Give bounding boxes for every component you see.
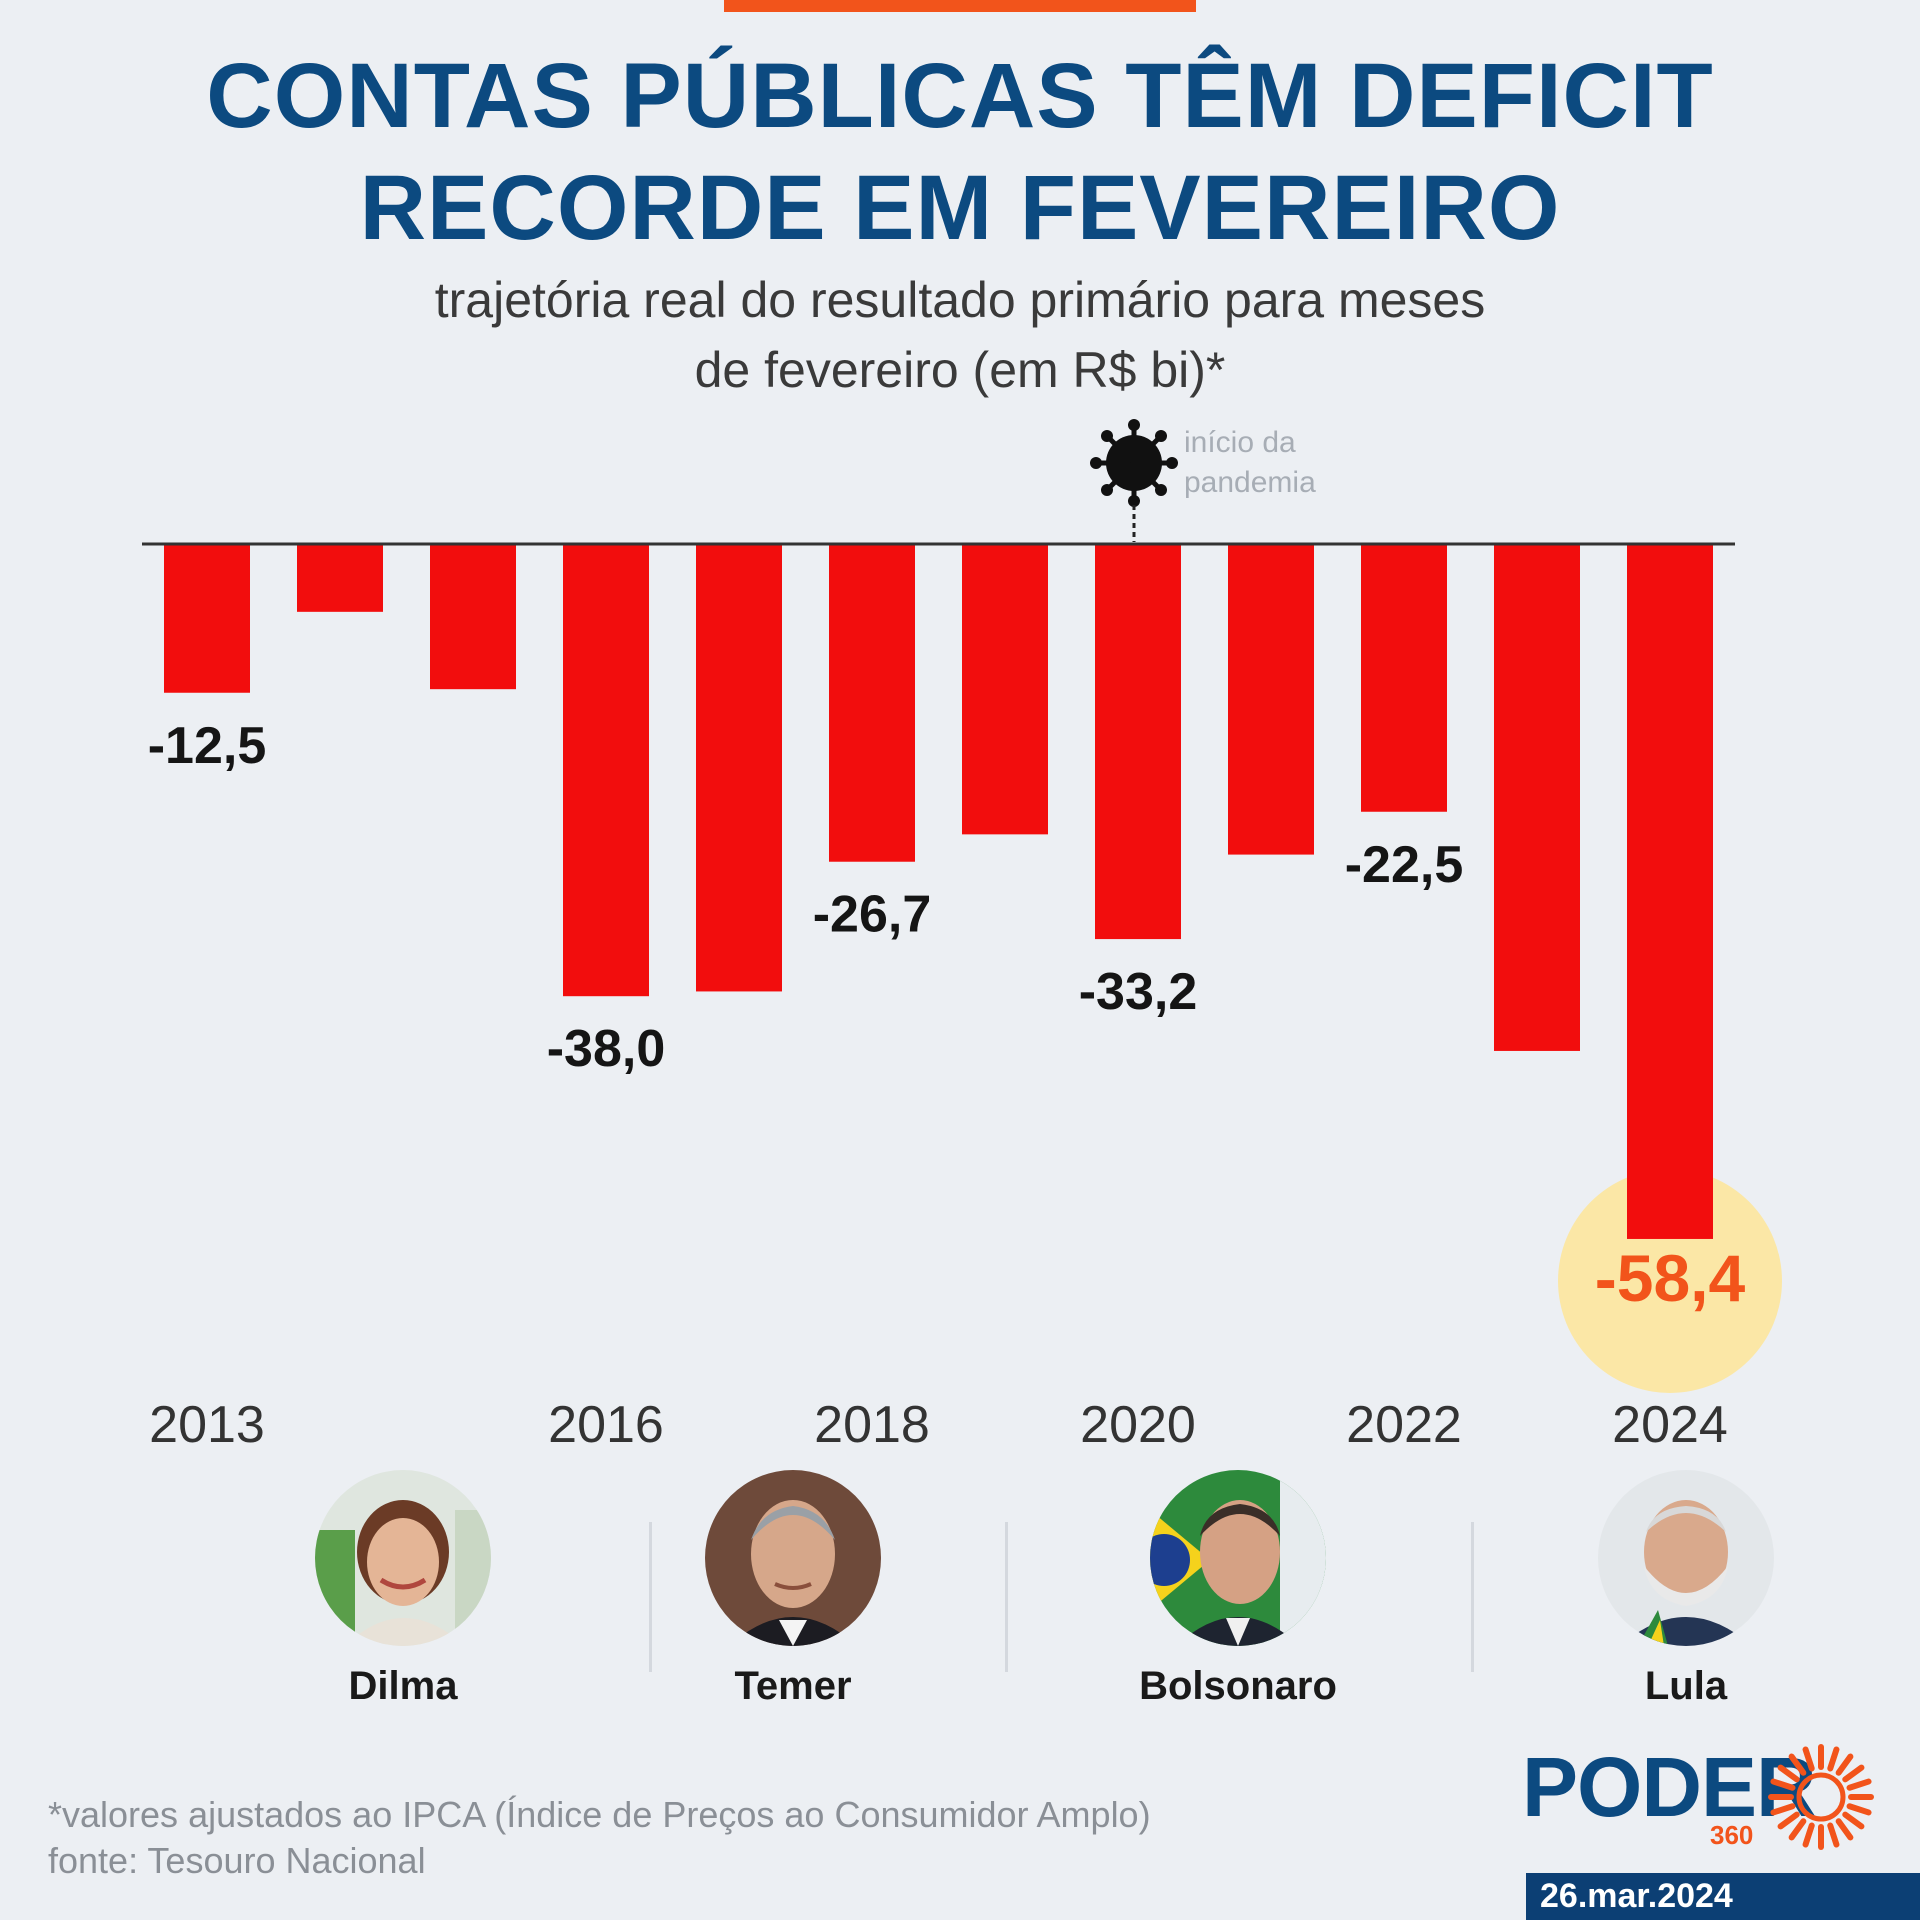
sun-ray	[1770, 1778, 1796, 1791]
x-tick-label-2022: 2022	[1346, 1396, 1462, 1454]
bar-2018	[829, 544, 915, 862]
logo-360: 360	[1710, 1820, 1754, 1850]
pandemic-annotation: início da pandemia	[1090, 419, 1316, 542]
president-name-lula: Lula	[1644, 1664, 1728, 1708]
bar-2016	[563, 544, 649, 997]
logo-text: PODER	[1522, 1740, 1817, 1834]
president-name-dilma: Dilma	[348, 1664, 458, 1708]
bar-2024	[1627, 544, 1713, 1239]
sun-ray	[1827, 1746, 1840, 1772]
data-label-2024: -58,4	[1595, 1241, 1746, 1315]
president-temer: Temer	[683, 1470, 903, 1709]
virus-icon	[1090, 419, 1178, 507]
x-tick-label-2016: 2016	[548, 1396, 664, 1454]
date-badge: 26.mar.2024	[1526, 1873, 1920, 1920]
bolsonaro-photo	[1150, 1470, 1326, 1646]
bar-2022	[1361, 544, 1447, 812]
sun-ray	[1802, 1746, 1815, 1772]
chart-subtitle-line-1: trajetória real do resultado primário pa…	[434, 272, 1486, 328]
bar-2019	[962, 544, 1048, 835]
president-lula: Lula	[1576, 1470, 1796, 1709]
highlight-circle	[1558, 1168, 1782, 1393]
bar-2014	[297, 544, 383, 612]
annotation-line-2: pandemia	[1184, 466, 1316, 499]
president-name-bolsonaro: Bolsonaro	[1139, 1664, 1337, 1708]
sun-ray	[1846, 1778, 1872, 1791]
president-dilma: Dilma	[293, 1470, 513, 1709]
bar-2023	[1494, 544, 1580, 1051]
x-tick-label-2018: 2018	[814, 1396, 930, 1454]
term-divider	[1005, 1522, 1008, 1672]
presidents-row: Dilma Temer	[0, 1470, 1920, 1730]
data-label-2022: -22,5	[1345, 836, 1464, 894]
sun-ray	[1835, 1818, 1854, 1841]
x-tick-label-2020: 2020	[1080, 1396, 1196, 1454]
sun-ray	[1777, 1811, 1800, 1830]
chart-title-line-2: RECORDE EM FEVEREIRO	[359, 157, 1561, 259]
bar-2021	[1228, 544, 1314, 855]
x-tick-label-2024: 2024	[1612, 1396, 1728, 1454]
bar-chart: início da pandemia -12,5 2013 -38,0 2016 -26…	[142, 419, 1782, 1454]
sun-ray	[1846, 1803, 1872, 1816]
bar-2017	[696, 544, 782, 992]
term-divider	[649, 1522, 652, 1672]
sun-ray	[1788, 1818, 1807, 1841]
president-bolsonaro: Bolsonaro	[1128, 1470, 1348, 1709]
sun-ray	[1835, 1753, 1854, 1776]
president-name-temer: Temer	[734, 1664, 852, 1708]
sun-ray	[1842, 1764, 1865, 1783]
data-label-2020: -33,2	[1079, 963, 1198, 1021]
sun-ray	[1770, 1803, 1796, 1816]
chart-title-line-1: CONTAS PÚBLICAS TÊM DEFICIT	[206, 45, 1714, 147]
bar-2020	[1095, 544, 1181, 940]
sun-ray	[1802, 1822, 1815, 1848]
top-accent-bar	[724, 0, 1196, 12]
chart-subtitle-line-2: de fevereiro (em R$ bi)*	[694, 342, 1226, 398]
data-label-2018: -26,7	[813, 886, 932, 944]
sun-ray	[1842, 1811, 1865, 1830]
source-note: fonte: Tesouro Nacional	[48, 1840, 426, 1881]
data-label-2013: -12,5	[148, 717, 267, 775]
footnote-ipca: *valores ajustados ao IPCA (Índice de Pr…	[48, 1794, 1151, 1835]
sun-ray	[1777, 1764, 1800, 1783]
bar-2013	[164, 544, 250, 693]
annotation-line-1: início da	[1184, 426, 1296, 459]
sun-ray	[1827, 1822, 1840, 1848]
bar-2015	[430, 544, 516, 690]
temer-photo	[705, 1470, 881, 1646]
sun-ray	[1788, 1753, 1807, 1776]
lula-photo	[1598, 1470, 1774, 1646]
sun-logo-icon	[1768, 1744, 1874, 1850]
data-label-2016: -38,0	[547, 1020, 666, 1078]
x-tick-label-2013: 2013	[149, 1396, 265, 1454]
dilma-photo	[315, 1470, 491, 1646]
term-divider	[1471, 1522, 1474, 1672]
poder360-logo: PODER 360	[1522, 1742, 1882, 1852]
